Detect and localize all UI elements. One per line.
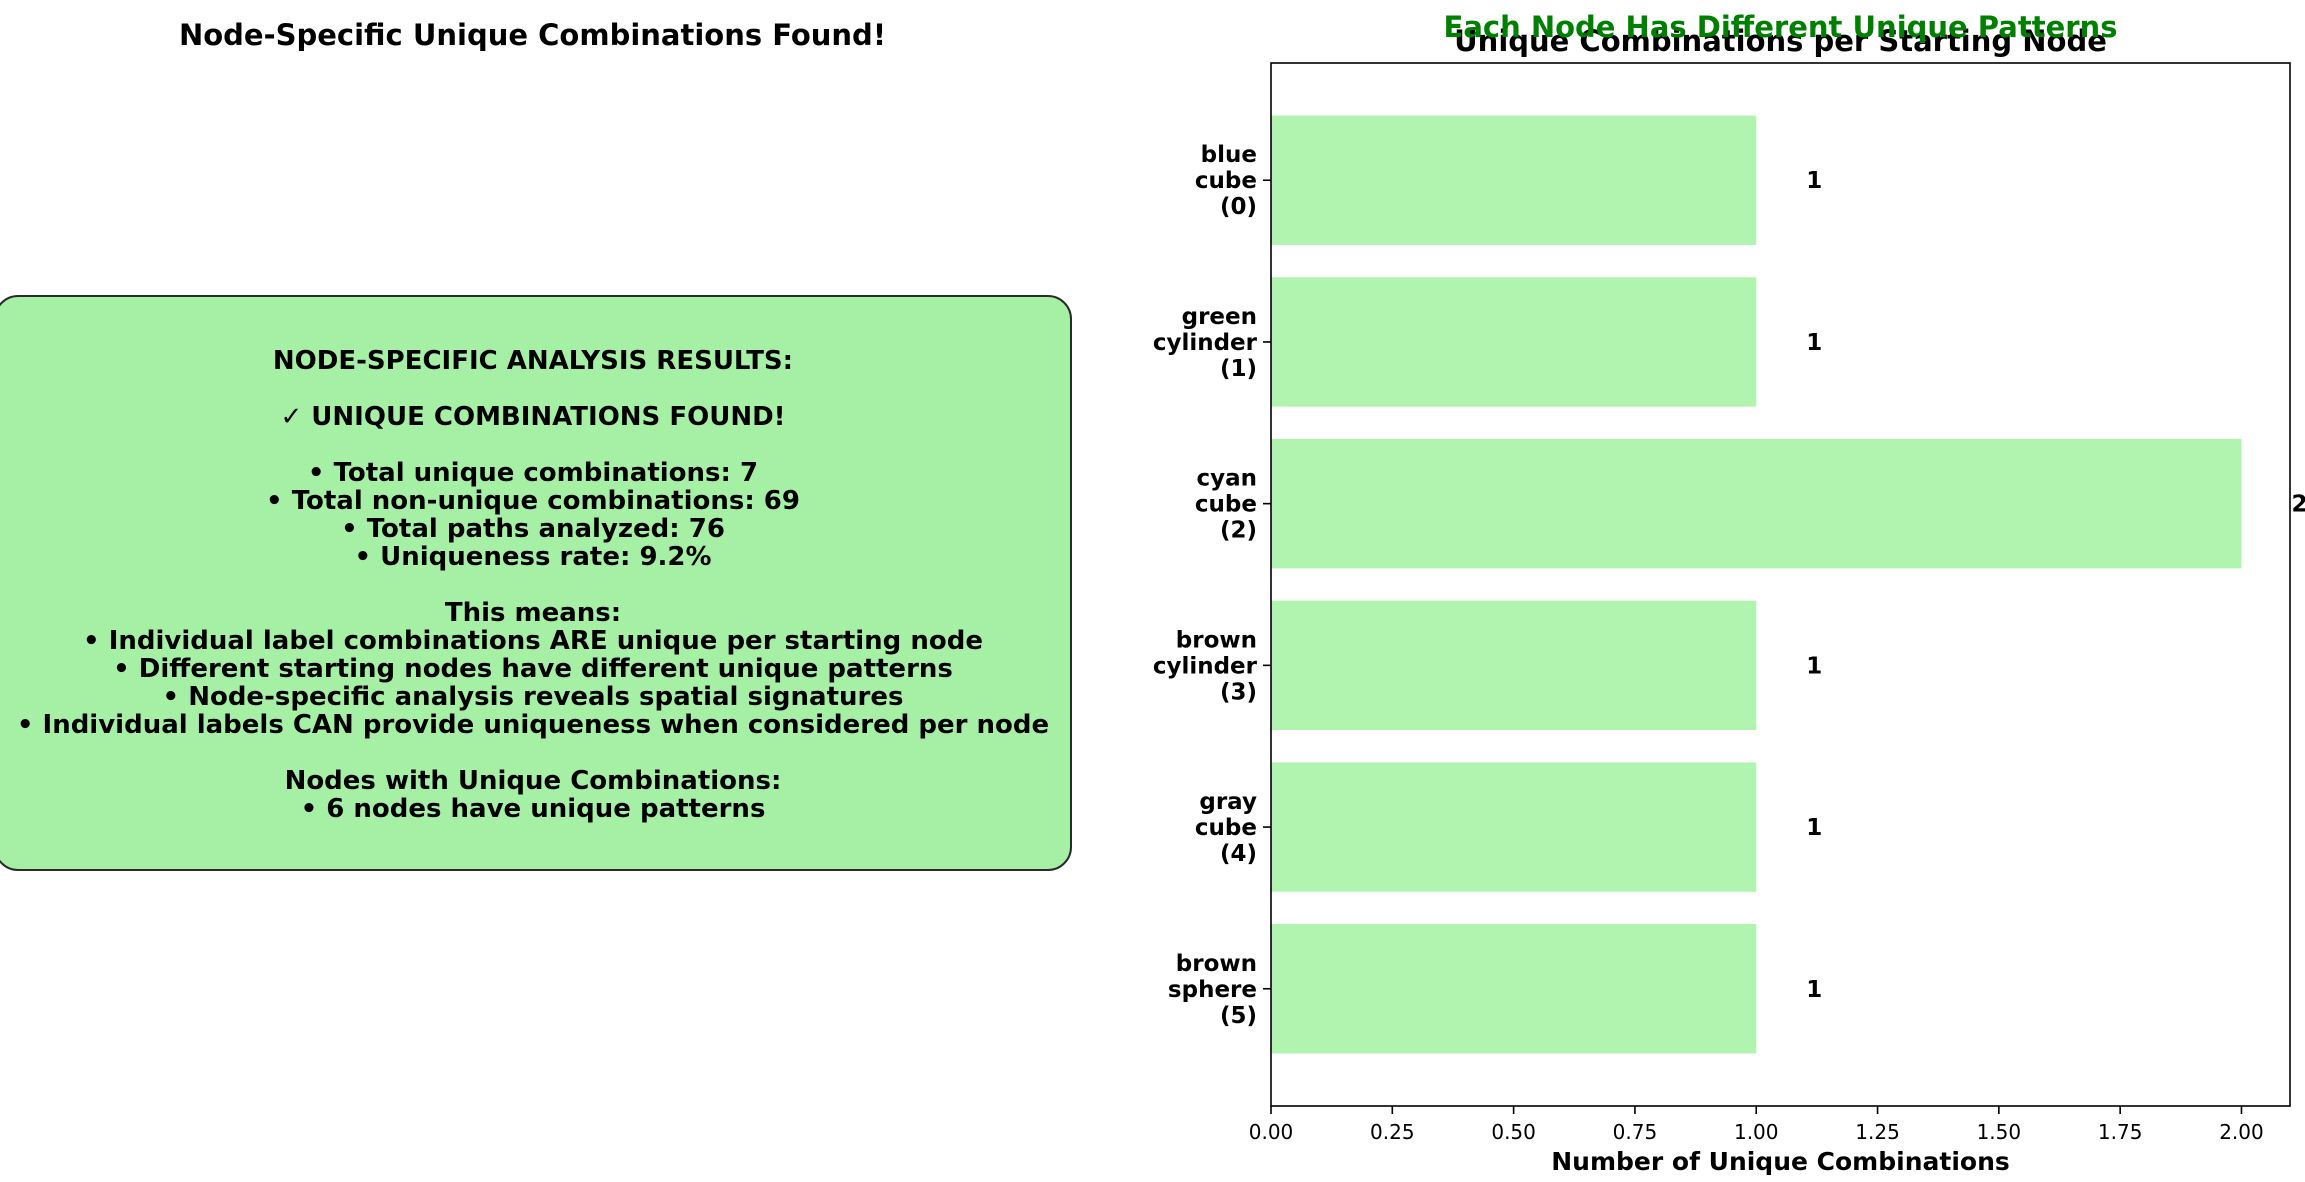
plot-frame <box>1270 62 2291 1107</box>
summary-text: NODE-SPECIFIC ANALYSIS RESULTS: ✓ UNIQUE … <box>0 347 1070 823</box>
left-panel-title: Node-Specific Unique Combinations Found! <box>178 18 887 52</box>
summary-line: • 6 nodes have unique patterns <box>300 794 766 824</box>
y-tick-label: (1) <box>1220 356 1257 382</box>
y-tick-label: brown <box>1176 627 1257 653</box>
bar-1 <box>1271 277 1757 407</box>
y-tick-label: (0) <box>1220 194 1257 220</box>
bar-4 <box>1271 762 1757 892</box>
chart-suptitle: Each Node Has Different Unique Patterns <box>1444 10 2118 44</box>
y-tick-label: cube <box>1195 492 1257 518</box>
x-tick-label: 0.00 <box>1249 1120 1294 1144</box>
summary-line: • Total unique combinations: 7 <box>307 458 759 488</box>
x-axis-label: Number of Unique Combinations <box>1551 1147 2010 1176</box>
y-tick-label: cyan <box>1196 466 1257 492</box>
summary-line: • Uniqueness rate: 9.2% <box>354 542 712 572</box>
x-tick-label: 1.75 <box>2098 1120 2143 1144</box>
y-tick-label: cylinder <box>1153 653 1258 679</box>
x-tick-label: 2.00 <box>2219 1120 2264 1144</box>
summary-line: • Total non-unique combinations: 69 <box>266 486 800 516</box>
summary-line: • Different starting nodes have differen… <box>113 654 953 684</box>
y-tick-label: (3) <box>1220 679 1257 705</box>
summary-line: ✓ UNIQUE COMBINATIONS FOUND! <box>280 402 786 432</box>
value-label-1: 1 <box>1806 330 1822 356</box>
y-tick-label: brown <box>1176 951 1257 977</box>
summary-line: • Individual labels CAN provide uniquene… <box>16 710 1050 740</box>
x-tick-label: 1.50 <box>1977 1120 2022 1144</box>
y-tick-label: sphere <box>1168 977 1257 1003</box>
y-tick-label: (5) <box>1220 1003 1257 1029</box>
y-tick-label: (4) <box>1220 841 1257 867</box>
summary-line: NODE-SPECIFIC ANALYSIS RESULTS: <box>272 346 794 376</box>
y-tick-label: blue <box>1201 142 1257 168</box>
bar-2 <box>1271 438 2242 569</box>
x-tick-label: 1.25 <box>1855 1120 1900 1144</box>
summary-line: This means: <box>444 598 622 628</box>
x-tick-label: 0.75 <box>1613 1120 1658 1144</box>
chart-title: Unique Combinations per Starting Node <box>1454 24 2107 58</box>
y-tick-label: (2) <box>1220 518 1257 544</box>
value-label-0: 1 <box>1806 168 1822 194</box>
summary-line: • Individual label combinations ARE uniq… <box>83 626 983 656</box>
y-tick-label: green <box>1182 304 1257 330</box>
value-label-2: 2 <box>2291 492 2305 518</box>
x-tick-label: 0.25 <box>1370 1120 1415 1144</box>
summary-line: Nodes with Unique Combinations: <box>284 766 782 796</box>
y-tick-label: cube <box>1195 815 1257 841</box>
value-label-3: 1 <box>1806 653 1822 679</box>
summary-line: • Node-specific analysis reveals spatial… <box>162 682 904 712</box>
y-tick-label: cube <box>1195 168 1257 194</box>
bar-0 <box>1271 115 1757 245</box>
x-tick-label: 0.50 <box>1491 1120 1536 1144</box>
y-tick-label: gray <box>1199 789 1257 815</box>
summary-line: • Total paths analyzed: 76 <box>341 514 725 544</box>
y-tick-label: cylinder <box>1153 330 1258 356</box>
summary-box: NODE-SPECIFIC ANALYSIS RESULTS: ✓ UNIQUE … <box>0 295 1072 871</box>
x-tick-label: 1.00 <box>1734 1120 1779 1144</box>
value-label-5: 1 <box>1806 977 1822 1003</box>
value-label-4: 1 <box>1806 815 1822 841</box>
bar-5 <box>1271 924 1757 1054</box>
bar-3 <box>1271 600 1757 731</box>
